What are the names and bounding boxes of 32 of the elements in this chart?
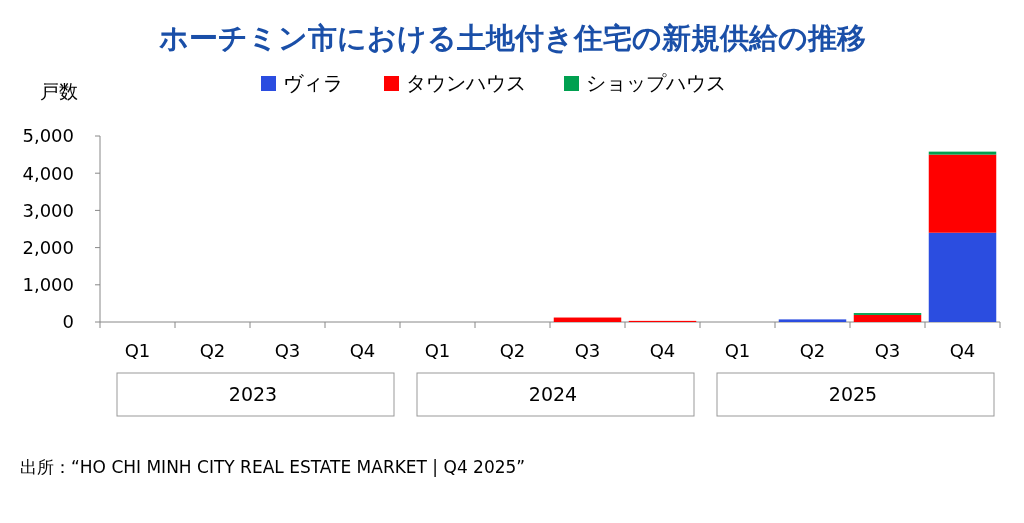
y-tick-label: 3,000: [22, 199, 74, 221]
x-tick-label: Q1: [124, 340, 151, 361]
x-tick-label: Q4: [349, 340, 376, 361]
legend-label: タウンハウス: [406, 71, 526, 95]
text: 2025: [828, 383, 878, 405]
legend-label: ヴィラ: [283, 71, 343, 95]
x-tick-label: Q2: [799, 340, 826, 361]
bar: [928, 232, 997, 322]
x-tick-label: Q1: [724, 340, 751, 361]
y-axis-title: 戸数: [40, 80, 78, 102]
chart-title: ホーチミン市における土地付き住宅の新規供給の推移: [158, 21, 866, 55]
legend-label: ショップハウス: [586, 71, 726, 95]
y-tick-label: 1,000: [22, 274, 74, 296]
text: 出所：“HO CHI MINH CITY REAL ESTATE MARKET | Q4 2025”: [20, 457, 526, 477]
x-tick-label: Q1: [424, 340, 451, 361]
y-tick-label: 5,000: [22, 125, 74, 147]
x-tick-label: Q4: [649, 340, 676, 361]
x-tick-label: Q4: [949, 340, 976, 361]
text: 2023: [228, 383, 278, 405]
text: 2024: [528, 383, 578, 405]
bar: [928, 154, 997, 233]
bar: [853, 314, 922, 322]
y-tick-label: 2,000: [22, 236, 74, 258]
x-tick-label: Q3: [874, 340, 901, 361]
x-tick-label: Q2: [199, 340, 226, 361]
x-tick-label: Q3: [574, 340, 601, 361]
x-tick-label: Q3: [274, 340, 301, 361]
bar: [928, 151, 997, 155]
y-tick-label: 4,000: [22, 162, 74, 184]
x-tick-label: Q2: [499, 340, 526, 361]
y-tick-label: 0: [62, 311, 74, 333]
bar: [778, 319, 847, 322]
